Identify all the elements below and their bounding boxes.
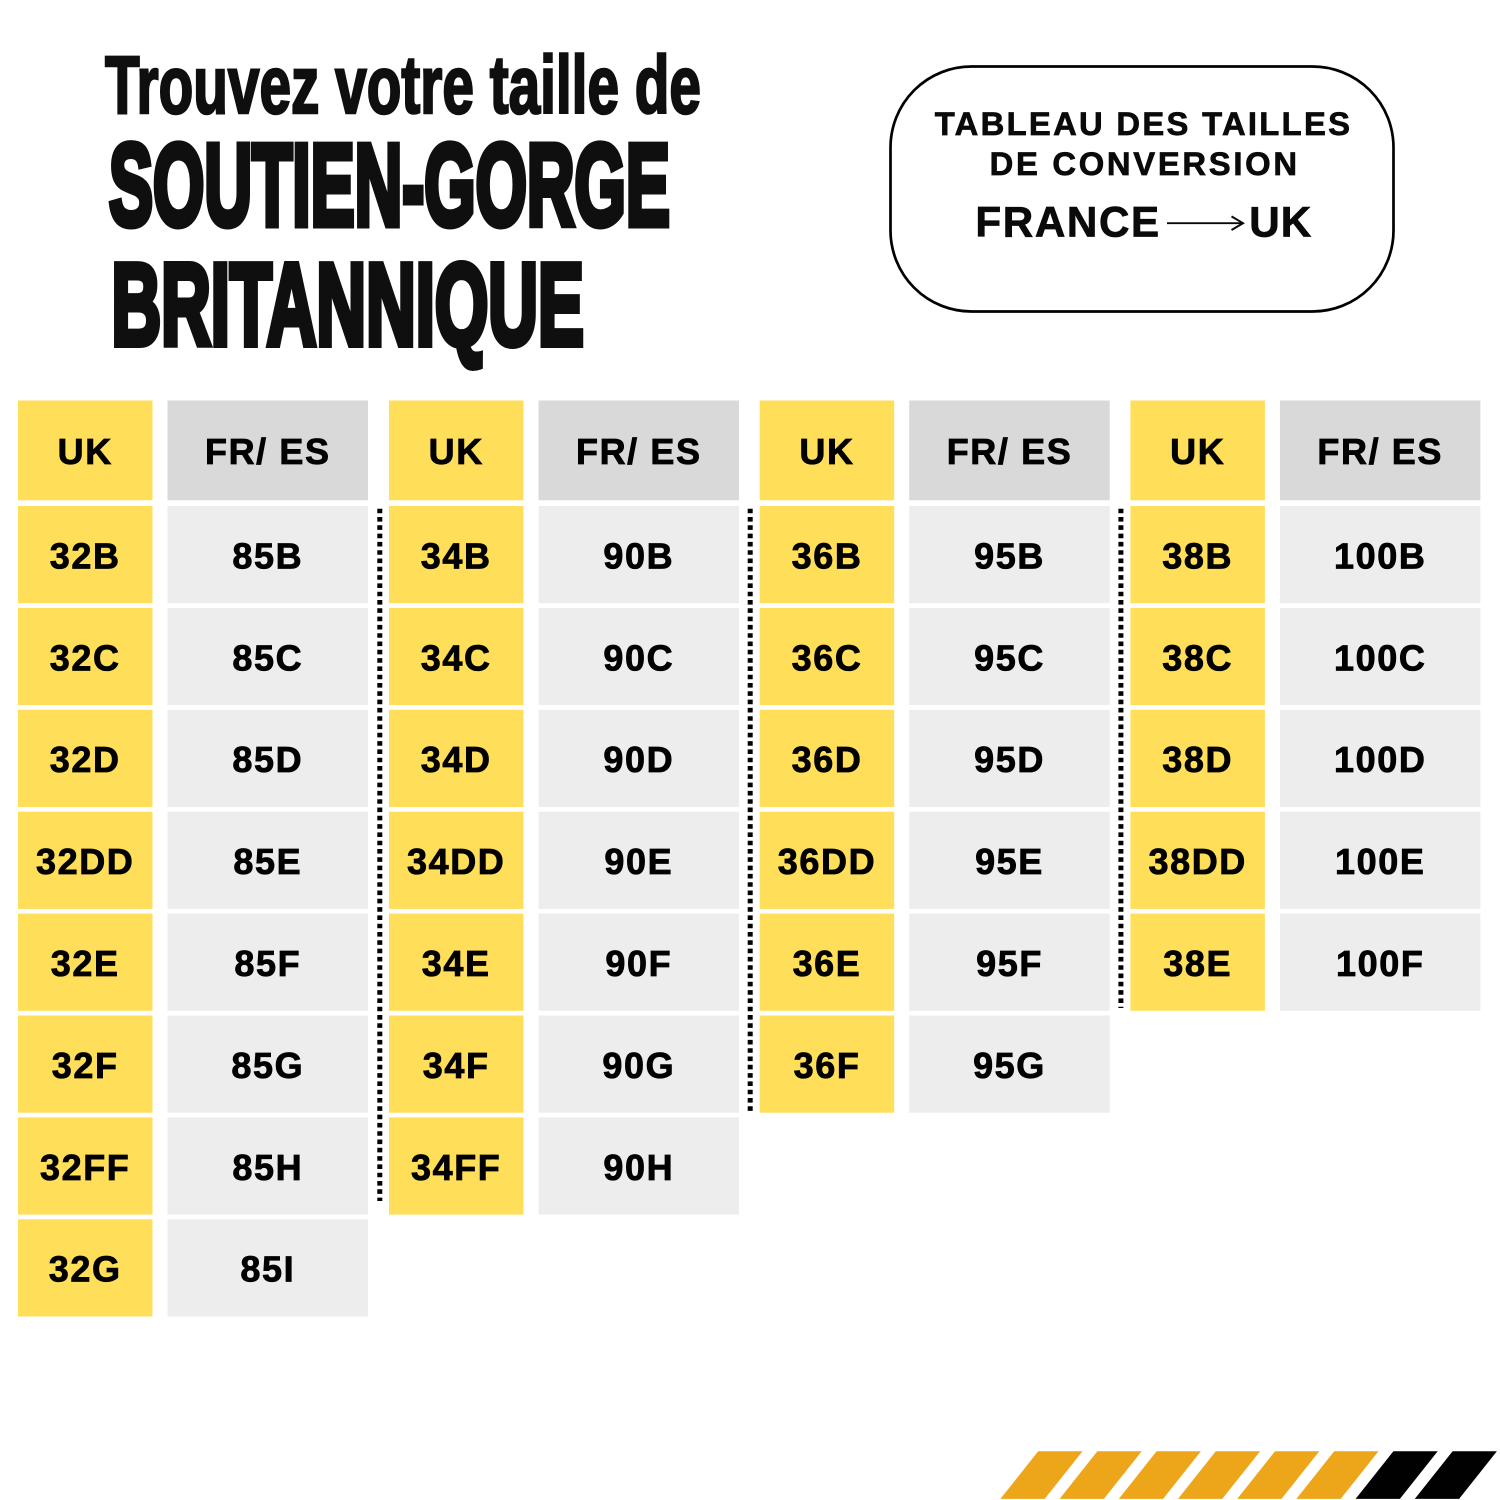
svg-text:95F: 95F [976, 943, 1043, 984]
svg-text:UK: UK [58, 431, 113, 472]
svg-text:95G: 95G [973, 1045, 1046, 1086]
svg-text:34F: 34F [423, 1045, 490, 1086]
svg-text:38B: 38B [1162, 535, 1233, 576]
svg-text:FRANCE: FRANCE [975, 199, 1159, 246]
svg-text:32F: 32F [52, 1045, 119, 1086]
svg-text:85E: 85E [233, 841, 302, 882]
svg-text:38C: 38C [1162, 637, 1233, 678]
svg-text:90F: 90F [605, 943, 672, 984]
svg-text:32B: 32B [50, 535, 121, 576]
svg-text:100E: 100E [1335, 841, 1425, 882]
svg-text:UK: UK [429, 431, 484, 472]
svg-text:32E: 32E [51, 943, 120, 984]
svg-text:36D: 36D [792, 739, 863, 780]
svg-text:85I: 85I [240, 1249, 295, 1290]
svg-text:DE CONVERSION: DE CONVERSION [990, 145, 1297, 182]
svg-text:34FF: 34FF [411, 1147, 501, 1188]
svg-text:90H: 90H [603, 1147, 674, 1188]
svg-text:32G: 32G [49, 1249, 122, 1290]
svg-text:85G: 85G [231, 1045, 304, 1086]
svg-text:FR/ ES: FR/ ES [576, 431, 702, 472]
svg-text:100F: 100F [1336, 943, 1424, 984]
svg-text:36C: 36C [792, 637, 863, 678]
svg-text:90C: 90C [603, 637, 674, 678]
svg-text:32DD: 32DD [36, 841, 134, 882]
svg-text:36DD: 36DD [778, 841, 876, 882]
svg-text:90D: 90D [603, 739, 674, 780]
svg-text:85H: 85H [232, 1147, 303, 1188]
svg-text:85C: 85C [232, 637, 303, 678]
svg-text:95C: 95C [974, 637, 1045, 678]
svg-text:34C: 34C [421, 637, 492, 678]
svg-text:85D: 85D [232, 739, 303, 780]
svg-text:36F: 36F [794, 1045, 861, 1086]
svg-text:TABLEAU DES TAILLES: TABLEAU DES TAILLES [935, 105, 1350, 142]
svg-text:32FF: 32FF [40, 1147, 130, 1188]
svg-text:FR/ ES: FR/ ES [947, 431, 1073, 472]
svg-text:UK: UK [799, 431, 854, 472]
svg-text:95E: 95E [975, 841, 1044, 882]
svg-text:36E: 36E [793, 943, 862, 984]
svg-text:BRITANNIQUE: BRITANNIQUE [112, 240, 584, 369]
svg-text:85B: 85B [232, 535, 303, 576]
svg-text:95B: 95B [974, 535, 1045, 576]
svg-text:FR/ ES: FR/ ES [205, 431, 331, 472]
svg-text:85F: 85F [234, 943, 301, 984]
svg-text:34B: 34B [421, 535, 492, 576]
svg-text:34DD: 34DD [407, 841, 505, 882]
svg-text:SOUTIEN-GORGE: SOUTIEN-GORGE [109, 121, 670, 250]
svg-text:FR/ ES: FR/ ES [1317, 431, 1443, 472]
svg-text:UK: UK [1249, 199, 1311, 246]
svg-text:38E: 38E [1163, 943, 1232, 984]
svg-text:34E: 34E [422, 943, 491, 984]
svg-text:100B: 100B [1334, 535, 1426, 576]
svg-text:Trouvez votre taille de: Trouvez votre taille de [105, 40, 701, 131]
svg-text:90B: 90B [603, 535, 674, 576]
svg-text:38DD: 38DD [1148, 841, 1246, 882]
svg-text:100D: 100D [1334, 739, 1426, 780]
svg-text:95D: 95D [974, 739, 1045, 780]
svg-text:38D: 38D [1162, 739, 1233, 780]
svg-text:90G: 90G [602, 1045, 675, 1086]
svg-text:UK: UK [1170, 431, 1225, 472]
svg-text:32C: 32C [50, 637, 121, 678]
svg-text:32D: 32D [50, 739, 121, 780]
svg-text:100C: 100C [1334, 637, 1426, 678]
svg-text:36B: 36B [792, 535, 863, 576]
svg-text:34D: 34D [421, 739, 492, 780]
svg-text:90E: 90E [604, 841, 673, 882]
